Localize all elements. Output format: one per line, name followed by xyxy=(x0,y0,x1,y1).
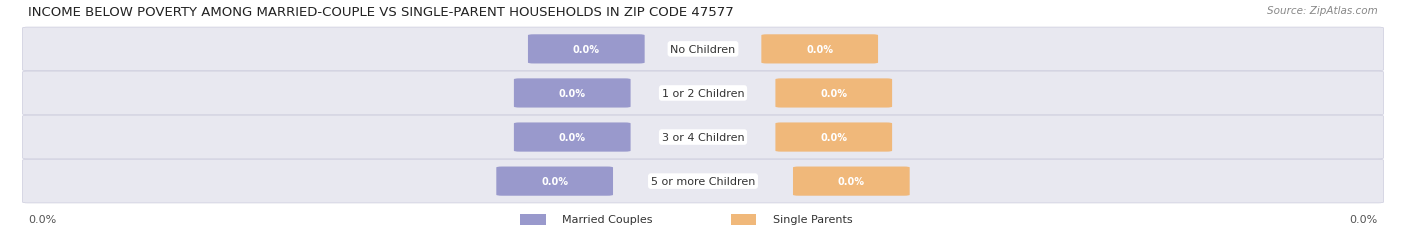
Text: 3 or 4 Children: 3 or 4 Children xyxy=(662,132,744,143)
Text: No Children: No Children xyxy=(671,45,735,55)
Text: 0.0%: 0.0% xyxy=(558,88,586,99)
FancyBboxPatch shape xyxy=(529,35,645,64)
Text: Source: ZipAtlas.com: Source: ZipAtlas.com xyxy=(1267,6,1378,16)
Text: 0.0%: 0.0% xyxy=(1350,214,1378,225)
Text: INCOME BELOW POVERTY AMONG MARRIED-COUPLE VS SINGLE-PARENT HOUSEHOLDS IN ZIP COD: INCOME BELOW POVERTY AMONG MARRIED-COUPL… xyxy=(28,6,734,19)
Text: 0.0%: 0.0% xyxy=(820,132,848,143)
FancyBboxPatch shape xyxy=(776,123,893,152)
FancyBboxPatch shape xyxy=(22,28,1384,71)
FancyBboxPatch shape xyxy=(22,116,1384,159)
Text: 0.0%: 0.0% xyxy=(28,214,56,225)
FancyBboxPatch shape xyxy=(793,167,910,196)
FancyBboxPatch shape xyxy=(776,79,893,108)
FancyBboxPatch shape xyxy=(515,79,630,108)
FancyBboxPatch shape xyxy=(496,167,613,196)
Text: 0.0%: 0.0% xyxy=(541,176,568,186)
Text: 1 or 2 Children: 1 or 2 Children xyxy=(662,88,744,99)
FancyBboxPatch shape xyxy=(22,160,1384,203)
Text: 0.0%: 0.0% xyxy=(838,176,865,186)
FancyBboxPatch shape xyxy=(520,214,546,225)
FancyBboxPatch shape xyxy=(515,123,630,152)
Text: 0.0%: 0.0% xyxy=(558,132,586,143)
FancyBboxPatch shape xyxy=(22,72,1384,115)
FancyBboxPatch shape xyxy=(731,214,756,225)
Text: Married Couples: Married Couples xyxy=(562,214,652,225)
Text: 0.0%: 0.0% xyxy=(820,88,848,99)
Text: 0.0%: 0.0% xyxy=(572,45,600,55)
Text: Single Parents: Single Parents xyxy=(773,214,853,225)
FancyBboxPatch shape xyxy=(762,35,877,64)
Text: 0.0%: 0.0% xyxy=(806,45,834,55)
Text: 5 or more Children: 5 or more Children xyxy=(651,176,755,186)
